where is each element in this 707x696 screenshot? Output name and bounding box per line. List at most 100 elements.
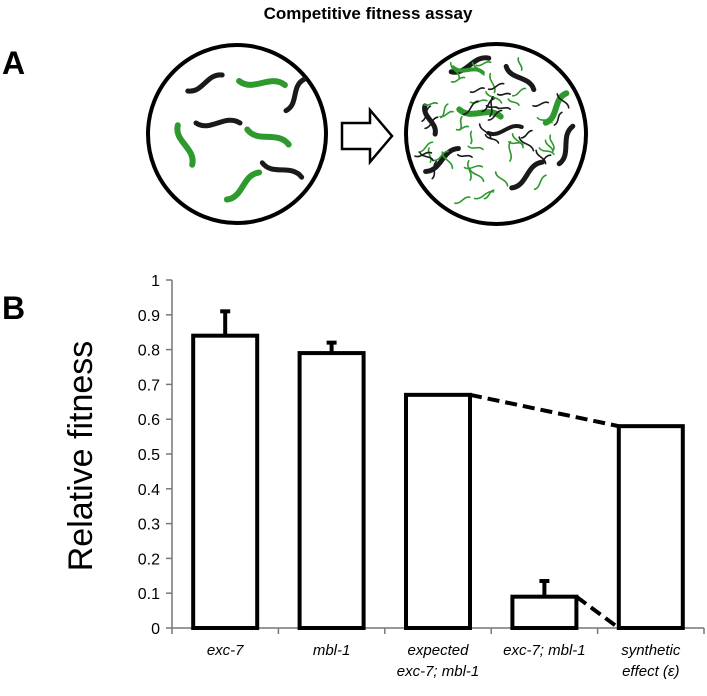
worm-icon (481, 98, 495, 113)
worm-icon (471, 61, 485, 76)
worm-icon (507, 98, 520, 106)
bar (510, 594, 579, 630)
worm-icon (283, 76, 307, 114)
y-tick-label: 0.7 (138, 377, 160, 394)
dashed-connector (469, 392, 620, 429)
worm-icon (486, 123, 524, 137)
x-category-label: effect (ε) (622, 663, 679, 680)
worm-icon (485, 91, 503, 104)
worm-icon (489, 96, 494, 118)
y-tick-label: 0.4 (138, 482, 160, 499)
worm-icon (244, 126, 292, 148)
worm-icon (456, 106, 504, 120)
worm-icon (448, 55, 492, 75)
y-tick-label: 0.1 (138, 586, 160, 603)
worm-icon (193, 117, 243, 129)
dish-before (146, 43, 328, 225)
worm-icon (469, 87, 485, 94)
y-tick-label: 0.6 (138, 412, 160, 429)
y-tick-label: 0.8 (138, 343, 160, 360)
worm-icon (496, 92, 511, 96)
panel-a-label: A (2, 45, 25, 81)
bar (616, 424, 685, 630)
worm-icon (489, 72, 496, 94)
worm-icon (520, 129, 533, 139)
worm-icon (441, 151, 454, 170)
y-tick-label: 0.2 (138, 551, 160, 568)
worm-icon (485, 104, 500, 110)
worm-icon (535, 149, 547, 165)
dish-after (404, 42, 588, 226)
x-category-label: expected (408, 642, 470, 659)
worm-icon (433, 150, 449, 162)
worm-icon (556, 123, 576, 167)
x-category-label: exc-7 (207, 642, 244, 659)
worm-icon (469, 130, 473, 145)
worm-icon (456, 153, 473, 158)
worm-icon (556, 93, 570, 109)
worms-after (414, 55, 576, 205)
worm-icon (423, 146, 461, 174)
worm-icon (414, 151, 433, 158)
worm-icon (423, 102, 439, 107)
y-axis-label: Relative fitness (62, 341, 100, 572)
worm-icon (427, 147, 432, 163)
worm-icon (259, 160, 305, 180)
x-category-label: mbl-1 (313, 642, 351, 659)
y-tick-label: 0.3 (138, 517, 160, 534)
y-tick-label: 0.9 (138, 308, 160, 325)
worm-icon (536, 116, 553, 124)
worm-icon (421, 105, 432, 122)
worm-icon (478, 123, 492, 140)
worm-icon (236, 78, 288, 88)
worm-icon (549, 134, 555, 151)
arrow-icon (340, 106, 394, 166)
worm-icon (494, 171, 509, 187)
worm-icon (418, 141, 434, 153)
worms-before (174, 72, 307, 203)
worm-icon (511, 133, 524, 149)
worm-icon (503, 63, 537, 93)
worm-icon (454, 196, 471, 205)
y-tick-label: 0.5 (138, 447, 160, 464)
worm-icon (484, 134, 500, 144)
worm-icon (185, 72, 225, 94)
worm-icon (508, 140, 512, 162)
worm-icon (487, 82, 505, 91)
panel-b-label: B (2, 290, 25, 326)
worm-icon (475, 60, 492, 67)
worm-icon (532, 101, 550, 108)
worm-icon (544, 139, 554, 153)
worm-icon (424, 116, 439, 130)
worm-icon (440, 103, 449, 119)
bar (404, 392, 472, 630)
worm-icon (174, 122, 196, 168)
worm-icon (455, 125, 470, 131)
worm-icon (533, 174, 547, 191)
worm-icon (518, 136, 535, 152)
worm-icon (223, 169, 263, 203)
worm-icon (419, 151, 434, 162)
y-tick-label: 0 (151, 621, 160, 638)
x-category-label: exc-7; mbl-1 (503, 642, 586, 659)
x-category-label: synthetic (621, 642, 681, 659)
worm-icon (467, 145, 484, 151)
worm-icon (511, 87, 527, 97)
x-category-label: exc-7; mbl-1 (397, 663, 480, 680)
worm-icon (538, 147, 555, 156)
worm-icon (431, 160, 438, 180)
bar (191, 333, 260, 630)
worm-icon (517, 57, 523, 71)
bar (297, 351, 366, 630)
bar-chart: 0 0.1 0.2 0.3 0.4 0.5 0.6 0.7 0.8 0.9 1 Relative fi… (62, 273, 705, 680)
worm-icon (467, 160, 472, 181)
worm-icon (463, 165, 484, 170)
worm-icon (468, 167, 485, 183)
worm-icon (487, 109, 503, 121)
worm-icon (450, 76, 466, 83)
worm-icon (462, 100, 479, 116)
y-tick-label: 1 (151, 273, 160, 290)
worm-icon (553, 111, 563, 126)
worm-icon (483, 189, 495, 200)
